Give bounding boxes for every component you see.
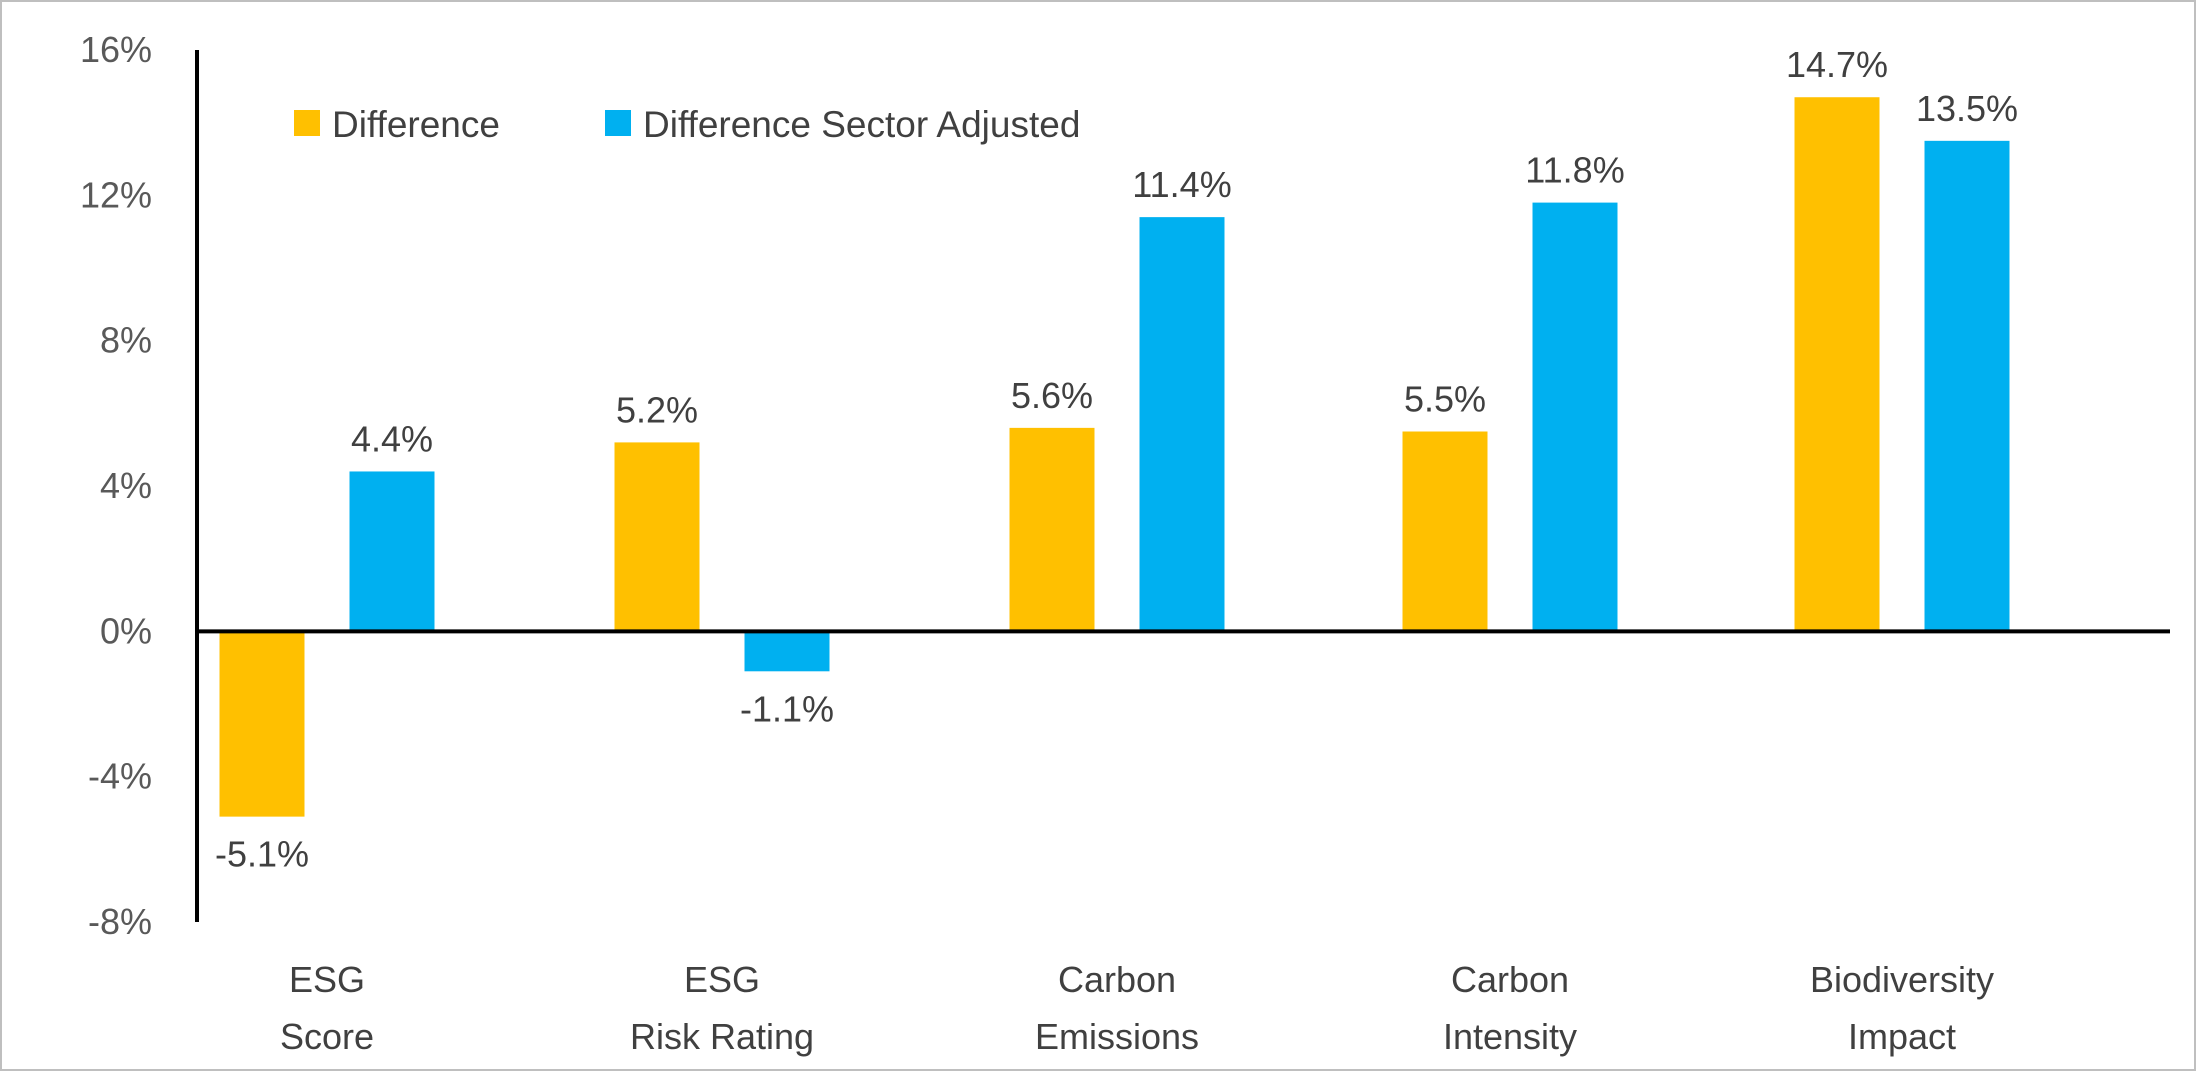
bar-difference	[1009, 427, 1095, 632]
bar-difference	[614, 442, 700, 632]
data-label: 5.2%	[616, 389, 698, 430]
data-label: 5.6%	[1011, 375, 1093, 416]
y-tick-label: 12%	[80, 174, 152, 215]
data-label: 11.4%	[1132, 164, 1231, 205]
y-tick-label: 8%	[100, 320, 152, 361]
legend-label: Difference Sector Adjusted	[643, 104, 1080, 145]
y-tick-label: 16%	[80, 29, 152, 70]
category-label: ESG	[289, 959, 365, 1000]
y-tick-label: -8%	[88, 901, 152, 942]
data-label: 13.5%	[1916, 88, 2018, 129]
data-label: -1.1%	[740, 688, 834, 729]
legend-swatch	[605, 110, 631, 136]
category-label: Emissions	[1035, 1016, 1199, 1057]
category-label: Biodiversity	[1810, 959, 1994, 1000]
bar-difference	[1402, 431, 1488, 632]
bar-difference-sector-adjusted	[1139, 217, 1225, 632]
data-label: -5.1%	[215, 834, 309, 875]
category-label: Risk Rating	[630, 1016, 814, 1057]
category-label: Impact	[1848, 1016, 1956, 1057]
category-label: Intensity	[1443, 1016, 1577, 1057]
category-label: Score	[280, 1016, 374, 1057]
y-tick-label: 4%	[100, 465, 152, 506]
y-tick-label: 0%	[100, 610, 152, 651]
legend-label: Difference	[332, 104, 500, 145]
bar-difference	[219, 631, 305, 817]
data-label: 11.8%	[1525, 150, 1624, 191]
bar-difference	[1794, 97, 1880, 632]
bar-difference-sector-adjusted	[1924, 140, 2010, 632]
bar-difference-sector-adjusted	[744, 631, 830, 672]
category-label: ESG	[684, 959, 760, 1000]
bar-difference-sector-adjusted	[1532, 202, 1618, 632]
data-label: 5.5%	[1404, 379, 1486, 420]
data-label: 4.4%	[351, 418, 433, 459]
bar-difference-sector-adjusted	[349, 471, 435, 632]
category-label: Carbon	[1058, 959, 1176, 1000]
y-tick-label: -4%	[88, 756, 152, 797]
category-label: Carbon	[1451, 959, 1569, 1000]
data-label: 14.7%	[1786, 44, 1888, 85]
legend-swatch	[294, 110, 320, 136]
